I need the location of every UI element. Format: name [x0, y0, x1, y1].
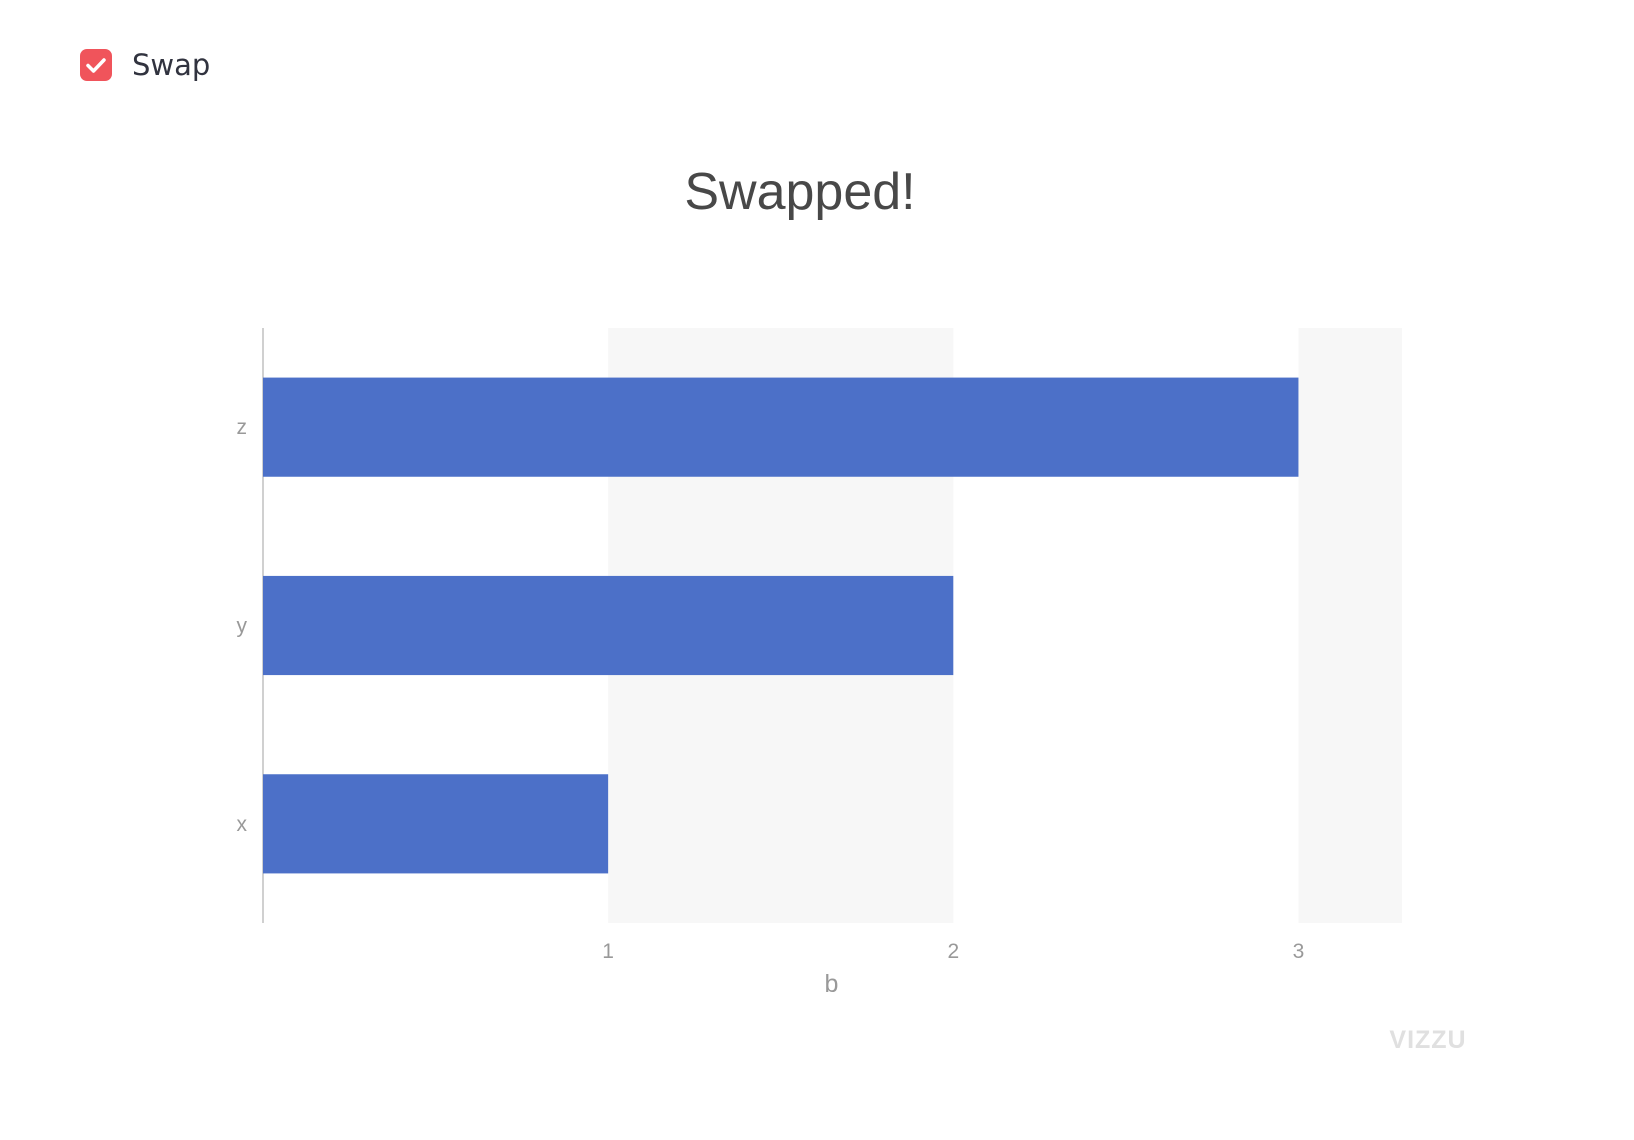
- bar-z[interactable]: [263, 377, 1299, 477]
- category-labels: x y z: [237, 416, 248, 836]
- x-axis-title: b: [825, 970, 839, 998]
- category-label-z: z: [237, 416, 248, 439]
- category-label-x: x: [237, 813, 248, 836]
- bar-x[interactable]: [263, 774, 609, 874]
- x-tick-label: 1: [602, 940, 614, 963]
- swap-label: Swap: [132, 48, 211, 82]
- checkbox-checked-icon[interactable]: [80, 49, 112, 81]
- check-icon: [86, 58, 106, 73]
- tick-labels: 1 2 3: [602, 940, 1304, 963]
- vizzu-logo: VIZZU: [1389, 1026, 1466, 1054]
- x-tick-label: 3: [1293, 940, 1305, 963]
- grid-band: [1298, 328, 1402, 923]
- category-label-y: y: [237, 615, 248, 638]
- swap-checkbox[interactable]: Swap: [80, 48, 210, 82]
- x-tick-label: 2: [947, 940, 959, 963]
- bar-y[interactable]: [263, 575, 954, 676]
- chart-title: Swapped!: [684, 163, 915, 221]
- bars: [263, 377, 1299, 874]
